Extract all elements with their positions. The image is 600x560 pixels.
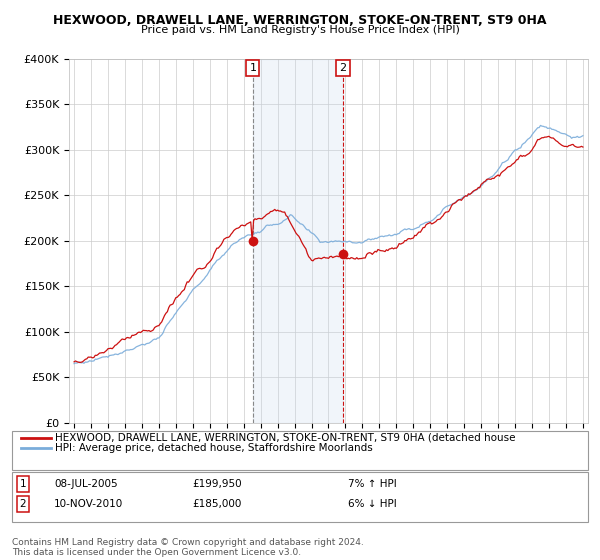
Text: 1: 1 — [19, 479, 26, 489]
Text: Contains HM Land Registry data © Crown copyright and database right 2024.
This d: Contains HM Land Registry data © Crown c… — [12, 538, 364, 557]
Text: £185,000: £185,000 — [192, 499, 241, 509]
Text: 08-JUL-2005: 08-JUL-2005 — [54, 479, 118, 489]
Text: HEXWOOD, DRAWELL LANE, WERRINGTON, STOKE-ON-TRENT, ST9 0HA (detached house: HEXWOOD, DRAWELL LANE, WERRINGTON, STOKE… — [55, 433, 516, 443]
Text: HPI: Average price, detached house, Staffordshire Moorlands: HPI: Average price, detached house, Staf… — [55, 443, 373, 453]
Bar — [253, 59, 343, 423]
Text: £199,950: £199,950 — [192, 479, 242, 489]
Text: 7% ↑ HPI: 7% ↑ HPI — [348, 479, 397, 489]
Text: 2: 2 — [19, 499, 26, 509]
Text: Price paid vs. HM Land Registry's House Price Index (HPI): Price paid vs. HM Land Registry's House … — [140, 25, 460, 35]
Text: 2: 2 — [340, 63, 347, 73]
Text: 10-NOV-2010: 10-NOV-2010 — [54, 499, 123, 509]
Text: HEXWOOD, DRAWELL LANE, WERRINGTON, STOKE-ON-TRENT, ST9 0HA: HEXWOOD, DRAWELL LANE, WERRINGTON, STOKE… — [53, 14, 547, 27]
Text: 1: 1 — [250, 63, 256, 73]
Text: 6% ↓ HPI: 6% ↓ HPI — [348, 499, 397, 509]
